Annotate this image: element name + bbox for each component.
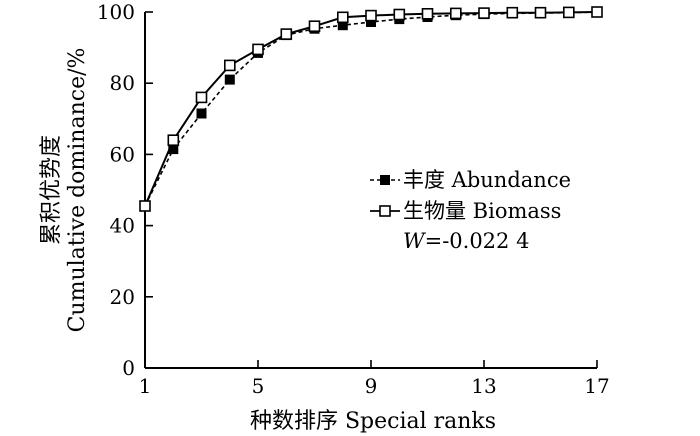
- x-tick-label: 9: [365, 374, 378, 398]
- data-point-biomass: [562, 6, 575, 19]
- y-axis-label-line2: Cumulative dominance/%: [65, 48, 90, 333]
- y-tick-label: 20: [110, 285, 135, 309]
- x-tick-label: 1: [139, 374, 152, 398]
- legend-item-biomass: 生物量 Biomass: [370, 199, 561, 223]
- data-point-biomass: [506, 6, 519, 19]
- data-point-biomass: [449, 7, 462, 20]
- plot-area: [139, 6, 603, 212]
- y-axis-label: 累积优势度 Cumulative dominance/%: [39, 48, 90, 333]
- x-tick-label: 5: [252, 374, 265, 398]
- data-point-biomass: [280, 28, 293, 40]
- data-point-biomass: [252, 43, 264, 56]
- y-tick-label: 80: [110, 71, 135, 95]
- data-point-biomass: [336, 11, 349, 24]
- y-axis-label-line1: 累积优势度: [39, 135, 64, 245]
- legend-abundance-label: 丰度 Abundance: [403, 168, 571, 192]
- data-point-biomass: [478, 7, 490, 19]
- y-ticks: 0 20 40 60 80 100: [97, 0, 153, 380]
- w-annotation: W=-0.022 4: [403, 229, 529, 253]
- legend-item-abundance: 丰度 Abundance: [370, 168, 571, 192]
- data-point-biomass: [308, 20, 321, 33]
- legend-biomass-label: 生物量 Biomass: [403, 199, 561, 223]
- x-tick-label: 17: [584, 374, 609, 398]
- data-point-abundance: [224, 74, 235, 85]
- data-point-biomass: [591, 6, 603, 18]
- data-point-biomass: [224, 59, 236, 72]
- data-point-biomass: [534, 6, 547, 19]
- data-point-biomass: [139, 200, 151, 212]
- legend-abundance-marker: [380, 175, 390, 185]
- data-point-biomass: [167, 134, 180, 146]
- x-tick-label: 13: [471, 374, 496, 398]
- y-tick-label: 0: [122, 356, 135, 380]
- y-tick-label: 40: [110, 214, 135, 238]
- w-annotation-symbol: W: [403, 229, 427, 253]
- data-point-abundance: [196, 108, 207, 119]
- w-annotation-value: =-0.022 4: [425, 229, 530, 253]
- y-tick-label: 60: [110, 142, 135, 166]
- data-point-biomass: [421, 8, 434, 20]
- data-point-biomass: [393, 8, 406, 21]
- y-tick-label: 100: [97, 0, 135, 24]
- data-point-biomass: [365, 9, 377, 22]
- x-axis-label: 种数排序 Special ranks: [250, 409, 496, 434]
- legend: 丰度 Abundance 生物量 Biomass W=-0.022 4: [370, 168, 571, 253]
- data-point-biomass: [195, 91, 208, 104]
- x-ticks: 1 5 9 13 17: [139, 360, 610, 398]
- legend-biomass-marker: [379, 205, 391, 217]
